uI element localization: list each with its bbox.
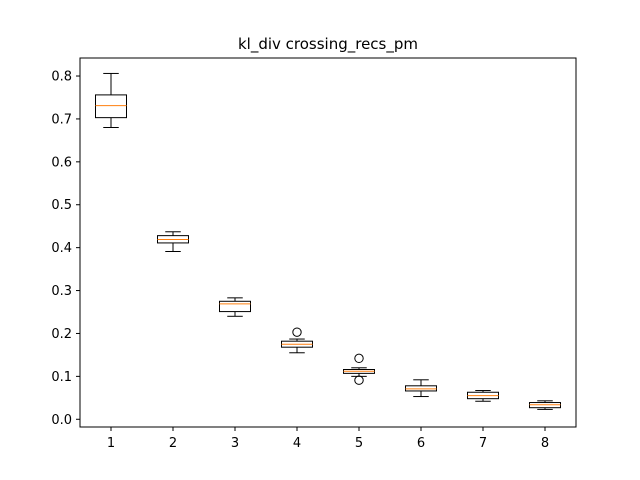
y-tick-label: 0.8	[51, 70, 72, 85]
y-tick-label: 0.2	[51, 327, 72, 342]
y-tick-label: 0.1	[51, 370, 72, 385]
x-tick-label: 4	[293, 436, 301, 451]
x-tick-label: 7	[479, 436, 487, 451]
x-tick-label: 5	[355, 436, 363, 451]
x-tick-label: 3	[231, 436, 239, 451]
box-1	[95, 72, 127, 129]
x-tick-label: 2	[169, 436, 177, 451]
y-tick-label: 0.0	[51, 413, 72, 428]
y-tick-label: 0.5	[51, 198, 72, 213]
box-2	[157, 231, 189, 253]
outlier-point	[354, 353, 364, 364]
boxes-layer	[95, 72, 561, 410]
x-tick-label: 6	[417, 436, 425, 451]
box-6	[405, 379, 437, 398]
y-tick-label: 0.4	[51, 241, 72, 256]
box-4	[281, 327, 313, 354]
box-5	[343, 353, 375, 385]
iqr-box	[219, 300, 251, 313]
x-axis: 1 2 3 4 5 6 7 8	[107, 427, 549, 451]
box-7	[467, 390, 499, 402]
outlier-point	[354, 375, 364, 385]
iqr-box	[95, 94, 127, 119]
x-tick-label: 8	[541, 436, 549, 451]
box-8	[529, 400, 561, 410]
y-tick-label: 0.7	[51, 112, 72, 127]
box-3	[219, 297, 251, 317]
outlier-point	[292, 327, 302, 337]
y-axis: 0.0 0.1 0.2 0.3 0.4 0.5 0.6 0.7 0.8	[51, 70, 80, 428]
plot-frame	[79, 57, 577, 428]
y-tick-label: 0.6	[51, 155, 72, 170]
chart-title: kl_div crossing_recs_pm	[238, 35, 418, 54]
y-tick-label: 0.3	[51, 284, 72, 299]
x-tick-label: 1	[107, 436, 115, 451]
